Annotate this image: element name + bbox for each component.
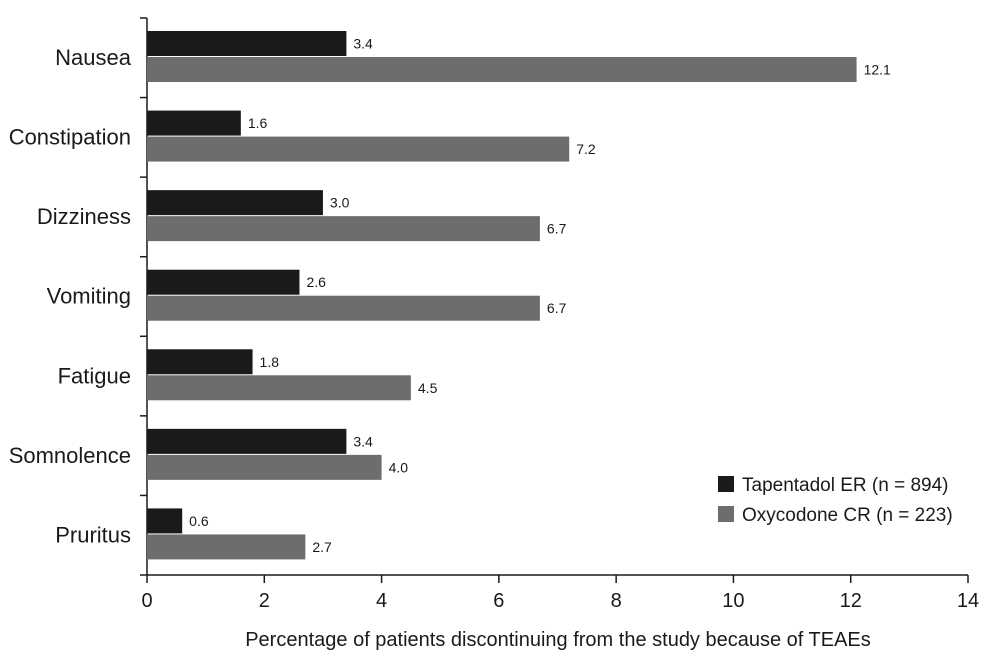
bar — [147, 508, 183, 534]
bar — [147, 190, 323, 216]
bar — [147, 375, 411, 401]
x-tick-label: 0 — [141, 590, 152, 612]
axes: 0 2 4 6 8 10 12 14 — [140, 17, 979, 612]
category-label: Vomiting — [47, 284, 131, 309]
legend-label: Oxycodone CR (n = 223) — [742, 505, 953, 526]
bar — [147, 428, 347, 454]
data-label: 1.6 — [248, 115, 268, 131]
bar — [147, 110, 241, 136]
category-label: Pruritus — [55, 522, 131, 547]
data-label: 12.1 — [864, 62, 891, 78]
data-label: 2.7 — [312, 539, 332, 555]
data-label: 3.4 — [353, 36, 373, 52]
bar — [147, 216, 540, 242]
bar — [147, 534, 306, 560]
category-label: Fatigue — [58, 363, 131, 388]
x-tick-label: 4 — [376, 590, 387, 612]
data-label: 0.6 — [189, 513, 209, 529]
bar — [147, 454, 382, 480]
data-label: 1.8 — [260, 354, 280, 370]
data-label: 3.4 — [353, 433, 373, 449]
x-tick-label: 6 — [493, 590, 504, 612]
data-label: 6.7 — [547, 221, 567, 237]
data-label: 6.7 — [547, 300, 567, 316]
legend-swatch — [718, 506, 734, 522]
category-label: Constipation — [9, 125, 131, 150]
bar — [147, 269, 300, 295]
data-label: 2.6 — [306, 274, 326, 290]
legend: Tapentadol ER (n = 894) Oxycodone CR (n =… — [718, 475, 953, 526]
x-tick-label: 2 — [259, 590, 270, 612]
data-label: 3.0 — [330, 195, 350, 211]
x-tick-label: 12 — [840, 590, 862, 612]
labels: Nausea 3.4 12.1 Constipation 1.6 7.2 Dizziness… — [9, 36, 891, 555]
x-axis-title: Percentage of patients discontinuing fro… — [245, 629, 871, 651]
x-tick-label: 10 — [722, 590, 744, 612]
data-label: 4.0 — [389, 459, 409, 475]
bar — [147, 295, 540, 321]
x-tick-label: 8 — [611, 590, 622, 612]
bar — [147, 136, 570, 162]
category-label: Somnolence — [9, 443, 131, 468]
category-label: Dizziness — [37, 204, 131, 229]
x-tick-label: 14 — [957, 590, 979, 612]
data-label: 7.2 — [576, 141, 596, 157]
bars — [147, 31, 857, 560]
legend-swatch — [718, 476, 734, 492]
bar — [147, 31, 347, 56]
bar — [147, 57, 857, 82]
legend-label: Tapentadol ER (n = 894) — [742, 475, 949, 496]
bar — [147, 349, 253, 375]
category-label: Nausea — [55, 45, 132, 70]
data-label: 4.5 — [418, 380, 438, 396]
